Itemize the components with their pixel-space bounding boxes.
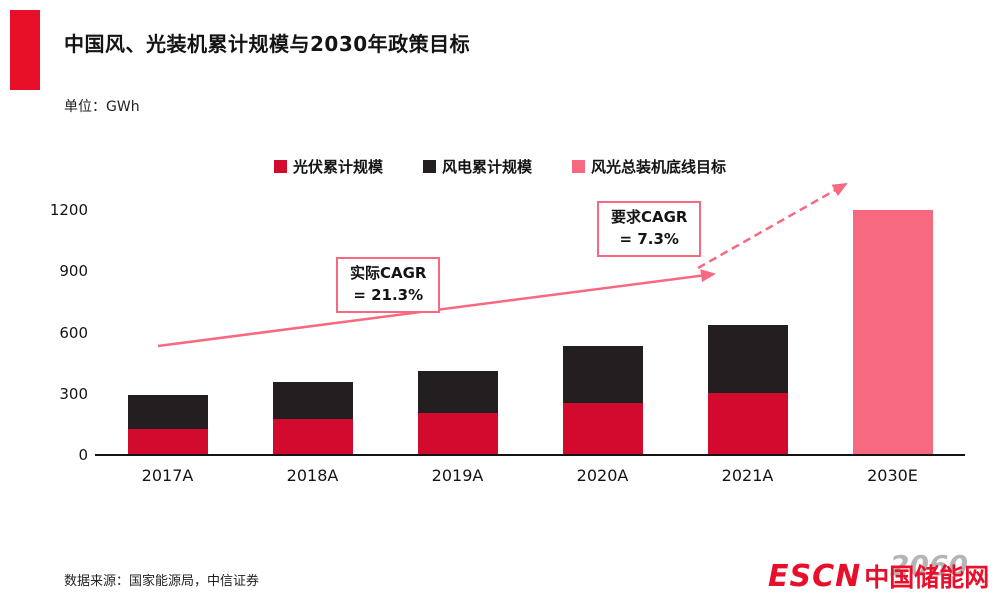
stacked-bar-2021A (707, 325, 788, 455)
bar-segment (272, 381, 353, 420)
bar-segment (417, 370, 498, 414)
bar-column-2018A (240, 150, 385, 455)
y-tick-label: 1200 (49, 201, 88, 219)
annotation-required-cagr: 要求CAGR = 7.3% (597, 201, 702, 257)
bar-column-2019A (385, 150, 530, 455)
legend-item-target: 风光总装机底线目标 (572, 156, 726, 177)
watermark-2060: 2060 (890, 549, 968, 582)
legend-item-wind: 风电累计规模 (422, 156, 532, 177)
stacked-bar-2030E (852, 210, 933, 455)
y-tick-label: 0 (78, 446, 88, 464)
legend-swatch-wind (422, 160, 436, 173)
bar-segment (707, 325, 788, 393)
unit-label: 单位：GWh (64, 99, 140, 115)
annotation-actual-cagr: 实际CAGR = 21.3% (336, 257, 441, 313)
stacked-bar-2020A (562, 345, 643, 455)
stacked-bar-2019A (417, 370, 498, 455)
bar-segment (272, 419, 353, 455)
bar-column-2030E (820, 150, 965, 455)
legend-swatch-solar (273, 160, 287, 173)
bar-segment (562, 403, 643, 455)
bar-segment (127, 428, 208, 455)
annotation-required-cagr-line2: = 7.3% (619, 229, 679, 248)
bar-segment (562, 345, 643, 404)
y-tick-label: 300 (59, 384, 88, 403)
stacked-bar-2017A (127, 395, 208, 455)
legend-label-solar: 光伏累计规模 (292, 158, 383, 176)
bar-segment (127, 395, 208, 429)
annotation-actual-cagr-line1: 实际CAGR (350, 264, 427, 282)
x-label-2021A: 2021A (721, 466, 774, 485)
bar-segment (707, 392, 788, 455)
bar-segment (852, 210, 933, 455)
x-label-2017A: 2017A (141, 466, 194, 485)
legend-swatch-target (572, 160, 585, 173)
legend-label-wind: 风电累计规模 (441, 158, 532, 176)
x-label-2019A: 2019A (431, 466, 484, 485)
x-axis-labels: 2017A 2018A 2019A 2020A 2021A 2030E (95, 466, 965, 485)
x-axis-line (95, 454, 965, 456)
y-tick-label: 600 (59, 323, 88, 342)
x-label-2018A: 2018A (286, 466, 339, 485)
stacked-bar-2018A (272, 381, 353, 455)
data-source: 数据来源：国家能源局，中信证券 (64, 574, 260, 589)
annotation-required-cagr-line1: 要求CAGR (611, 208, 688, 226)
escn-logo-name: 中国储能网 (864, 563, 990, 592)
y-axis: 0 300 600 900 1200 (28, 0, 88, 608)
bar-column-2021A (675, 150, 820, 455)
title-accent-block (10, 10, 40, 90)
legend: 光伏累计规模 风电累计规模 风光总装机底线目标 (0, 156, 1000, 177)
bar-segment (417, 413, 498, 455)
bar-column-2017A (95, 150, 240, 455)
annotation-actual-cagr-line2: = 21.3% (353, 285, 424, 304)
bar-column-2020A (530, 150, 675, 455)
y-tick-label: 900 (59, 262, 88, 281)
plot-area (95, 150, 965, 455)
legend-item-solar: 光伏累计规模 (273, 156, 383, 177)
chart-title: 中国风、光装机累计规模与2030年政策目标 (64, 32, 471, 56)
escn-logo-text: ESCN (768, 559, 862, 594)
legend-label-target: 风光总装机底线目标 (591, 158, 727, 176)
escn-logo: ESCN 中国储能网 (768, 558, 989, 594)
x-label-2020A: 2020A (576, 466, 629, 485)
x-label-2030E: 2030E (867, 466, 918, 485)
